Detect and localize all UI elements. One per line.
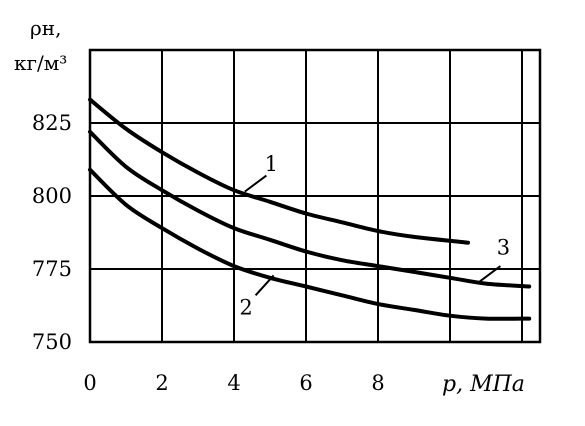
series-line-3: [88, 129, 532, 289]
x-tick-label: 4: [227, 371, 240, 395]
y-axis-label-symbol: ρн,: [30, 16, 61, 40]
x-tick-label: 0: [83, 371, 96, 395]
y-tick-label: 800: [32, 184, 72, 208]
curve-label-1: 1: [265, 152, 278, 176]
x-tick-label: 6: [299, 371, 312, 395]
x-tick-label: 8: [371, 371, 384, 395]
curve-leader-3: [478, 265, 501, 283]
y-tick-label: 825: [32, 111, 72, 135]
curve-leader-2: [254, 274, 275, 296]
series-layer: [88, 97, 532, 321]
curve-leader-1: [244, 174, 267, 193]
x-tick-label: 2: [155, 371, 168, 395]
x-axis-label: p, МПа: [442, 372, 525, 397]
curve-label-2: 2: [239, 295, 252, 319]
curve-labels: 1 3 2: [239, 152, 510, 319]
y-tick-label: 775: [32, 257, 72, 281]
plot-frame: [88, 48, 542, 344]
y-axis-label-unit: кг/м³: [14, 51, 67, 75]
grid: [88, 48, 542, 344]
y-tick-label: 750: [32, 330, 72, 354]
series-line-2: [88, 167, 532, 321]
curve-label-3: 3: [497, 235, 510, 259]
tick-labels: 0 2 4 6 8 750 775 800 825: [32, 111, 385, 395]
series-line-1: [88, 97, 470, 245]
